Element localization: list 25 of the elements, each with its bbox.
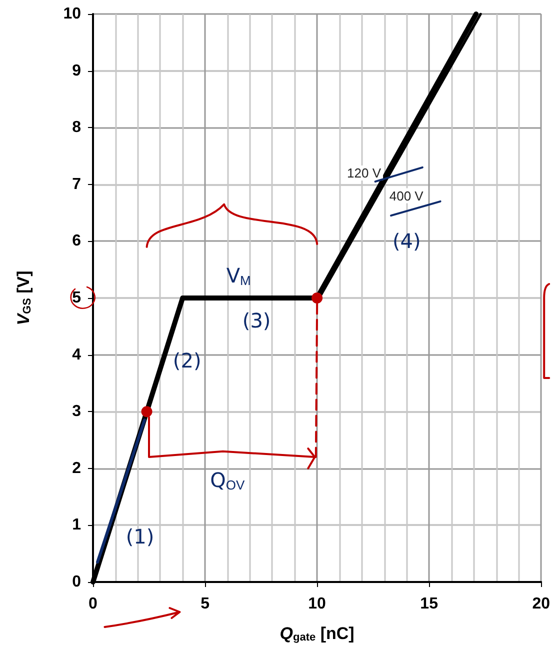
annotation: QOV xyxy=(210,468,246,492)
x-tick-label: 15 xyxy=(420,596,438,612)
y-tick-label: 8 xyxy=(72,119,82,136)
y-tick-label: 9 xyxy=(72,62,82,80)
annotation: VM xyxy=(226,263,251,288)
y-tick-label: 1 xyxy=(72,516,82,534)
y-tick-label: 4 xyxy=(72,346,82,364)
y-tick-label: 3 xyxy=(72,403,82,420)
annotation: (3) xyxy=(242,308,271,333)
annotation: (2) xyxy=(172,348,202,372)
y-tick-label: 5 xyxy=(72,290,82,306)
x-tick-label: 5 xyxy=(200,596,210,612)
annotation: (1) xyxy=(126,524,154,549)
y-tick-label: 7 xyxy=(72,176,82,193)
x-tick-label: 0 xyxy=(88,596,98,612)
y-axis-title: VGS [V] xyxy=(14,270,34,326)
y-tick-label: 6 xyxy=(72,232,82,250)
y-tick-label: 10 xyxy=(63,6,82,22)
y-tick-label: 0 xyxy=(72,574,82,590)
annotation: (4) xyxy=(392,229,421,254)
x-tick-label: 10 xyxy=(308,596,326,612)
y-tick-label: 2 xyxy=(72,460,82,477)
series-label: 120 V xyxy=(347,166,382,181)
x-tick-label: 20 xyxy=(532,596,550,612)
series-label: 400 V xyxy=(389,188,424,204)
